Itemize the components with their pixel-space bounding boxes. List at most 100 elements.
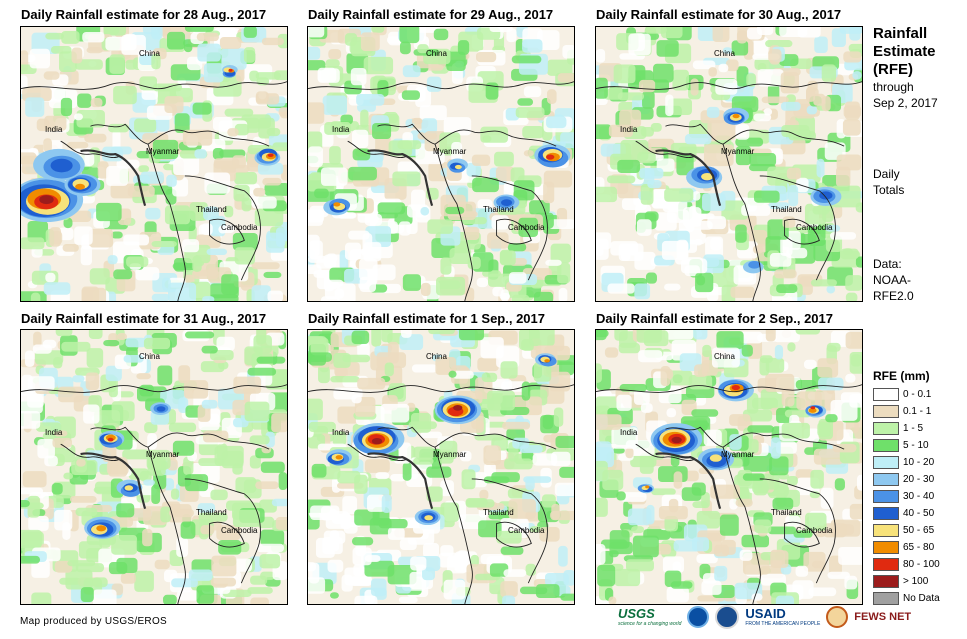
rain-cell — [660, 365, 671, 387]
rain-cell — [420, 431, 443, 439]
legend-item: 1 - 5 — [873, 420, 940, 437]
rain-cell — [515, 107, 545, 118]
rain-cell — [445, 206, 465, 215]
rain-cell — [541, 494, 556, 508]
rain-cell — [857, 474, 862, 491]
rain-cell — [257, 162, 284, 175]
rain-cell — [500, 546, 524, 555]
rain-cell — [275, 227, 286, 248]
rain-cell — [776, 441, 797, 454]
rain-cell — [842, 119, 861, 136]
rain-cell — [504, 458, 533, 470]
rain-cell — [559, 466, 574, 478]
panel-title-3: Daily Rainfall estimate for 30 Aug., 201… — [596, 7, 842, 22]
rain-cell — [596, 363, 602, 383]
legend-label: 80 - 100 — [903, 558, 940, 570]
rain-cell — [80, 245, 92, 266]
storm-contour — [810, 406, 816, 410]
sidebar-data-block: Data: NOAA- RFE2.0 — [873, 256, 914, 304]
country-label-india: India — [620, 125, 638, 134]
rain-cell — [476, 51, 497, 63]
rain-cell — [458, 330, 485, 341]
rain-cell — [480, 126, 509, 143]
rain-cell — [180, 521, 196, 539]
logo-strip: USGS science for a changing world USAID … — [618, 605, 911, 629]
rain-cell — [673, 471, 683, 489]
rain-cell — [143, 479, 155, 486]
rain-cell — [84, 133, 107, 143]
rain-cell — [625, 447, 634, 459]
country-label-cambodia: Cambodia — [796, 526, 833, 535]
rain-cell — [109, 54, 125, 74]
rain-cell — [546, 116, 567, 129]
rain-cell — [250, 597, 269, 604]
rain-cell — [807, 225, 826, 247]
rain-cell — [21, 487, 44, 495]
storm-contour — [645, 485, 650, 489]
rain-cell — [344, 242, 362, 260]
rain-cell — [387, 527, 405, 540]
rain-cell — [103, 27, 120, 35]
rain-cell — [398, 221, 411, 236]
country-label-china: China — [426, 352, 447, 361]
rain-cell — [516, 197, 528, 209]
rain-cell — [780, 72, 799, 94]
rain-cell — [613, 64, 636, 84]
rain-cell — [640, 403, 653, 413]
rain-cell — [788, 185, 799, 207]
rain-cell — [529, 526, 542, 533]
rain-cell — [136, 150, 152, 159]
rain-cell — [308, 46, 321, 60]
rain-cell — [542, 414, 554, 430]
rain-cell — [620, 492, 647, 502]
storm-contour — [50, 158, 73, 173]
rain-cell — [111, 231, 123, 239]
rain-cell — [168, 422, 197, 433]
storm-contour — [39, 195, 54, 205]
rain-cell — [774, 344, 784, 360]
country-border — [722, 447, 761, 604]
storm-contour — [371, 437, 383, 445]
rain-cell — [491, 215, 509, 230]
rain-cell — [781, 422, 810, 439]
rain-cell — [21, 529, 42, 548]
rain-cell — [753, 36, 769, 56]
rain-cell — [596, 544, 606, 565]
rain-cell — [820, 487, 834, 510]
rain-cell — [638, 350, 663, 363]
rain-cell — [775, 595, 795, 604]
legend-label: 10 - 20 — [903, 456, 935, 468]
rain-cell — [243, 47, 256, 63]
rain-cell — [619, 109, 642, 128]
rain-cell — [28, 515, 49, 531]
rain-cell — [795, 379, 817, 390]
legend-item: 40 - 50 — [873, 505, 940, 522]
country-border — [665, 123, 845, 147]
rain-cell — [183, 456, 194, 475]
rain-cell — [261, 37, 284, 46]
rain-cell — [543, 181, 555, 204]
rain-cell — [796, 177, 809, 193]
country-border — [21, 81, 287, 90]
rain-cell — [392, 171, 421, 187]
rain-cell — [232, 155, 246, 169]
rain-cell — [151, 53, 161, 70]
rain-cell — [195, 234, 221, 248]
rain-cell — [696, 510, 721, 529]
rain-cell — [200, 525, 215, 535]
rain-cell — [554, 482, 574, 497]
rainfall-map-28-aug: China India Myanmar Thailand Cambodia — [20, 26, 288, 302]
rain-cell — [725, 59, 739, 72]
rain-cell — [706, 106, 720, 118]
rain-cell — [426, 486, 443, 502]
rain-cell — [688, 374, 713, 390]
rain-cell — [164, 205, 191, 225]
rain-cell — [401, 90, 420, 100]
rainfall-map-31-aug: China India Myanmar Thailand Cambodia — [20, 329, 288, 605]
legend-swatch — [873, 558, 899, 571]
country-border — [377, 123, 557, 147]
storm-contour — [228, 68, 233, 72]
rain-cell — [86, 348, 104, 368]
rain-cell — [116, 503, 135, 518]
rain-cell — [372, 264, 396, 281]
